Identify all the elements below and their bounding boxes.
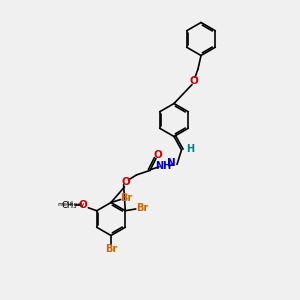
Text: Br: Br: [136, 203, 148, 213]
Text: O: O: [153, 149, 162, 160]
Text: Br: Br: [120, 193, 132, 203]
Text: O: O: [79, 200, 88, 210]
Text: N: N: [167, 158, 176, 169]
Text: H: H: [186, 143, 194, 154]
Text: methoxy: methoxy: [57, 202, 85, 207]
Text: O: O: [122, 177, 130, 188]
Text: O: O: [189, 76, 198, 86]
Text: CH₃: CH₃: [62, 201, 77, 210]
Text: Br: Br: [105, 244, 117, 254]
Text: NH: NH: [155, 161, 172, 171]
